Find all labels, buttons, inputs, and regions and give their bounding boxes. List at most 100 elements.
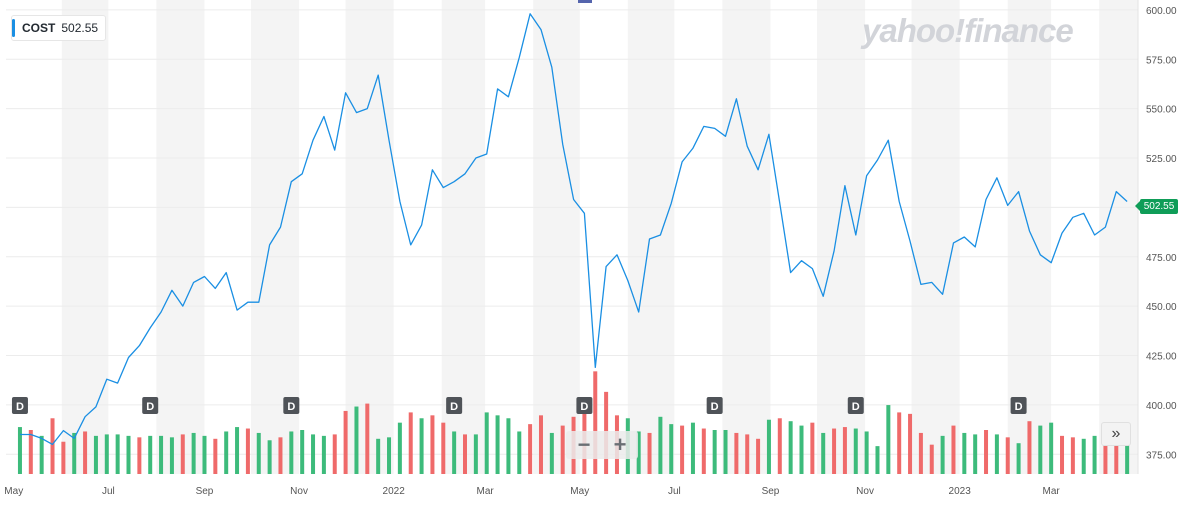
dividend-marker-label: D xyxy=(450,401,458,413)
volume-bar xyxy=(799,425,804,474)
y-tick-label: 450.00 xyxy=(1146,302,1177,313)
price-line xyxy=(20,13,1128,446)
volume-bar xyxy=(821,432,826,474)
month-band xyxy=(1007,0,1052,474)
volume-bar xyxy=(517,431,522,474)
x-tick-label: May xyxy=(4,486,23,497)
volume-bar xyxy=(853,428,858,474)
dividend-marker-box xyxy=(283,397,300,414)
volume-bar xyxy=(267,440,272,474)
dividend-marker-box xyxy=(142,397,159,414)
volume-bar xyxy=(224,431,229,474)
month-band xyxy=(156,0,205,474)
volume-bar xyxy=(137,437,142,474)
volume-bar xyxy=(528,424,533,474)
volume-bar xyxy=(213,438,218,474)
x-tick-label: Mar xyxy=(1043,486,1061,497)
volume-bar xyxy=(1038,425,1043,474)
volume-bar xyxy=(560,425,565,474)
y-tick-label: 400.00 xyxy=(1146,401,1177,412)
volume-bar xyxy=(918,432,923,474)
volume-bar xyxy=(387,437,392,474)
volume-bar xyxy=(994,434,999,474)
y-tick-label: 375.00 xyxy=(1146,450,1177,461)
volume-bar xyxy=(495,415,500,474)
volume-bar xyxy=(39,435,44,474)
volume-bar xyxy=(408,412,413,474)
zoom-controls: − + xyxy=(566,431,638,459)
legend-symbol: COST xyxy=(22,21,56,35)
volume-bar xyxy=(1070,437,1075,474)
dividend-marker: D xyxy=(446,397,463,414)
legend: COST 502.55 xyxy=(11,15,107,41)
dividend-marker: D xyxy=(706,397,723,414)
volume-bar xyxy=(419,418,424,474)
volume-bar xyxy=(376,438,381,474)
zoom-in-button[interactable]: + xyxy=(613,432,627,457)
volume-bar xyxy=(669,424,674,474)
volume-bar xyxy=(169,437,174,474)
range-handle[interactable] xyxy=(578,0,592,3)
yahoo-finance-logo: yahoo!finance xyxy=(862,12,1074,49)
volume-bar xyxy=(1125,438,1130,474)
y-tick-label: 600.00 xyxy=(1146,6,1177,17)
volume-bar xyxy=(126,435,131,474)
volume-bar xyxy=(452,431,457,474)
volume-bar xyxy=(929,444,934,474)
x-tick-label: May xyxy=(570,486,589,497)
scroll-right-button[interactable]: » xyxy=(1101,422,1131,446)
volume-bar xyxy=(538,415,543,474)
volume-bar xyxy=(832,428,837,474)
volume-bar xyxy=(810,422,815,474)
dividend-marker-box xyxy=(446,397,463,414)
volume-bar xyxy=(430,415,435,474)
volume-bar xyxy=(180,434,185,474)
zoom-out-button[interactable]: − xyxy=(577,432,591,457)
volume-bar xyxy=(473,434,478,474)
volume-bar xyxy=(593,371,598,474)
volume-bar xyxy=(441,422,446,474)
volume-bar xyxy=(300,430,305,474)
volume-bar xyxy=(712,430,717,474)
volume-bar xyxy=(202,435,207,474)
month-band xyxy=(911,0,960,474)
dividend-marker-box xyxy=(11,397,28,414)
volume-bar xyxy=(104,434,109,474)
y-tick-label: 575.00 xyxy=(1146,55,1177,66)
volume-bar xyxy=(962,432,967,474)
volume-bar xyxy=(658,416,663,474)
y-tick-label: 425.00 xyxy=(1146,352,1177,363)
x-tick-label: 2022 xyxy=(383,486,406,497)
x-tick-label: 2023 xyxy=(949,486,972,497)
volume-bar xyxy=(1081,438,1086,474)
volume-bar xyxy=(1103,435,1108,474)
volume-bar xyxy=(690,422,695,474)
dividend-marker-label: D xyxy=(287,401,295,413)
volume-bar xyxy=(61,441,66,474)
x-axis: May Jul Sep Nov 2022 Mar May Jul Sep Nov 2023 Mar xyxy=(4,486,1060,497)
volume-bar xyxy=(311,434,316,474)
volume-bar xyxy=(17,427,22,474)
volume-bar xyxy=(256,432,261,474)
volume-bar xyxy=(365,403,370,474)
x-tick-label: Jul xyxy=(102,486,115,497)
dividend-marker: D xyxy=(576,397,593,414)
volume-bar xyxy=(484,412,489,474)
volume-bar xyxy=(506,418,511,474)
month-band xyxy=(627,0,675,474)
volume-bar xyxy=(745,434,750,474)
x-tick-label: Sep xyxy=(196,486,214,497)
volume-bar xyxy=(289,431,294,474)
x-tick-label: Nov xyxy=(856,486,874,497)
volume-bar xyxy=(50,418,55,474)
dividend-marker-box xyxy=(1010,397,1027,414)
volume-bar xyxy=(159,435,164,474)
volume-bar xyxy=(463,434,468,474)
month-band xyxy=(345,0,394,474)
dividend-marker: D xyxy=(283,397,300,414)
volume-bar xyxy=(1016,443,1021,474)
volume-bar xyxy=(647,432,652,474)
volume-bar xyxy=(734,432,739,474)
